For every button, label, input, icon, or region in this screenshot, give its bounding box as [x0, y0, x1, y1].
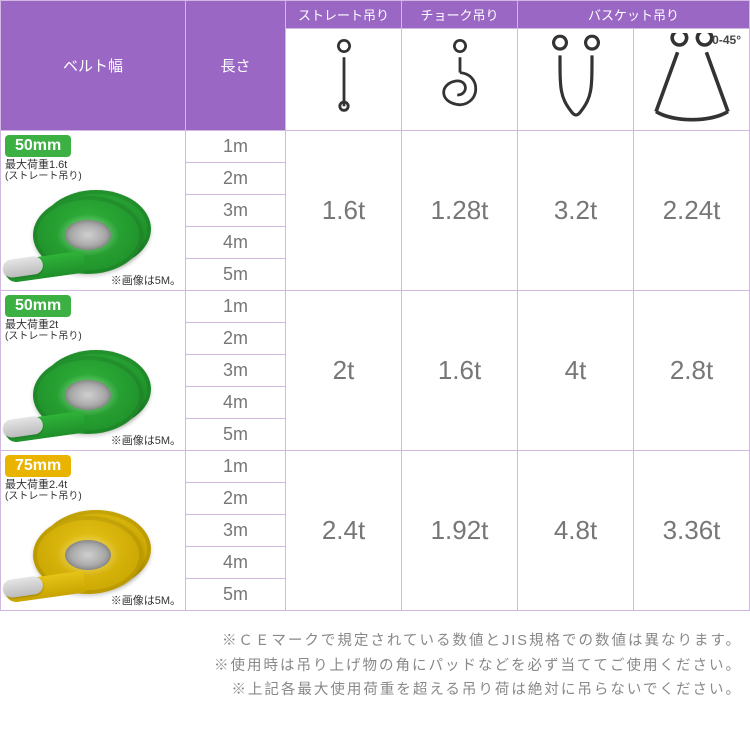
belt-max-load: 最大荷重2.4t — [5, 479, 185, 491]
icon-basket-angle: 0-45° — [634, 29, 750, 131]
length-cell: 2m — [186, 483, 286, 515]
icon-basket — [518, 29, 634, 131]
footnotes: ※ＣＥマークで規定されている数値とJIS規格での数値は異なります。※使用時は吊り… — [0, 629, 750, 703]
belt-spec-cell: 75mm最大荷重2.4t(ストレート吊り)※画像は5M。 — [1, 451, 186, 611]
load-value-basket_angle: 2.8t — [634, 291, 750, 451]
sling-load-table: ベルト幅 長さ ストレート吊り チョーク吊り バスケット吊り 0-45° 50m… — [0, 0, 750, 611]
length-cell: 3m — [186, 195, 286, 227]
length-cell: 2m — [186, 163, 286, 195]
load-value-straight: 2t — [286, 291, 402, 451]
length-cell: 3m — [186, 355, 286, 387]
length-cell: 4m — [186, 547, 286, 579]
load-value-straight: 1.6t — [286, 131, 402, 291]
icon-choke — [402, 29, 518, 131]
length-cell: 1m — [186, 131, 286, 163]
load-value-choke: 1.6t — [402, 291, 518, 451]
footnote-line: ※使用時は吊り上げ物の角にパッドなどを必ず当ててご使用ください。 — [30, 654, 742, 679]
length-cell: 1m — [186, 291, 286, 323]
length-cell: 5m — [186, 579, 286, 611]
load-value-basket_angle: 2.24t — [634, 131, 750, 291]
strap-image — [3, 176, 183, 286]
belt-spec-cell: 50mm最大荷重2t(ストレート吊り)※画像は5M。 — [1, 291, 186, 451]
col-header-length: 長さ — [186, 1, 286, 131]
belt-width-badge: 50mm — [5, 295, 71, 317]
length-cell: 4m — [186, 227, 286, 259]
belt-width-badge: 75mm — [5, 455, 71, 477]
load-value-basket: 3.2t — [518, 131, 634, 291]
angle-label: 0-45° — [712, 33, 741, 47]
belt-spec-cell: 50mm最大荷重1.6t(ストレート吊り)※画像は5M。 — [1, 131, 186, 291]
belt-max-load: 最大荷重2t — [5, 319, 185, 331]
length-cell: 1m — [186, 451, 286, 483]
col-header-choke: チョーク吊り — [402, 1, 518, 29]
strap-image — [3, 496, 183, 606]
load-value-basket_angle: 3.36t — [634, 451, 750, 611]
length-cell: 5m — [186, 259, 286, 291]
table-row: 50mm最大荷重1.6t(ストレート吊り)※画像は5M。1m1.6t1.28t3… — [1, 131, 750, 163]
col-header-straight: ストレート吊り — [286, 1, 402, 29]
col-header-basket: バスケット吊り — [518, 1, 750, 29]
load-value-choke: 1.92t — [402, 451, 518, 611]
length-cell: 5m — [186, 419, 286, 451]
length-cell: 3m — [186, 515, 286, 547]
image-note: ※画像は5M。 — [111, 592, 181, 608]
strap-image — [3, 336, 183, 446]
table-row: 75mm最大荷重2.4t(ストレート吊り)※画像は5M。1m2.4t1.92t4… — [1, 451, 750, 483]
image-note: ※画像は5M。 — [111, 272, 181, 288]
footnote-line: ※ＣＥマークで規定されている数値とJIS規格での数値は異なります。 — [30, 629, 742, 654]
image-note: ※画像は5M。 — [111, 432, 181, 448]
belt-max-load: 最大荷重1.6t — [5, 159, 185, 171]
icon-straight — [286, 29, 402, 131]
table-row: 50mm最大荷重2t(ストレート吊り)※画像は5M。1m2t1.6t4t2.8t — [1, 291, 750, 323]
belt-width-badge: 50mm — [5, 135, 71, 157]
load-value-choke: 1.28t — [402, 131, 518, 291]
length-cell: 2m — [186, 323, 286, 355]
footnote-line: ※上記各最大使用荷重を超える吊り荷は絶対に吊らないでください。 — [30, 678, 742, 703]
length-cell: 4m — [186, 387, 286, 419]
col-header-belt: ベルト幅 — [1, 1, 186, 131]
load-value-straight: 2.4t — [286, 451, 402, 611]
load-value-basket: 4.8t — [518, 451, 634, 611]
load-value-basket: 4t — [518, 291, 634, 451]
